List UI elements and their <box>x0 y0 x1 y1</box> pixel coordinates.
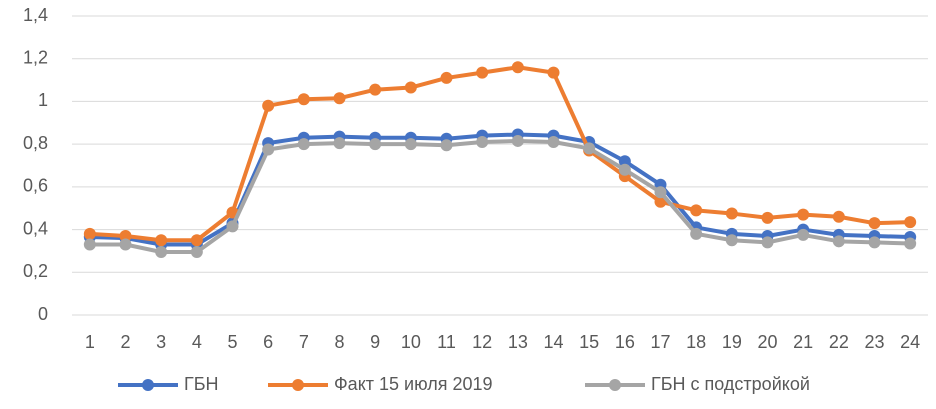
data-point <box>369 138 382 151</box>
data-point <box>369 83 382 96</box>
x-tick-label: 12 <box>472 332 492 352</box>
x-tick-label: 24 <box>900 332 920 352</box>
x-tick-label: 6 <box>263 332 273 352</box>
data-point <box>119 229 132 242</box>
data-point <box>297 93 310 106</box>
data-point <box>904 237 917 250</box>
x-tick-label: 13 <box>508 332 528 352</box>
data-point <box>440 71 453 84</box>
x-tick-label: 7 <box>299 332 309 352</box>
data-point <box>654 195 667 208</box>
data-point <box>404 138 417 151</box>
x-tick-label: 1 <box>85 332 95 352</box>
legend-label: ГБН с подстройкой <box>651 374 810 394</box>
x-tick-label: 11 <box>437 332 456 352</box>
legend-marker <box>609 379 621 391</box>
x-tick-label: 4 <box>192 332 202 352</box>
y-tick-label: 0,2 <box>23 261 48 281</box>
x-tick-label: 20 <box>757 332 777 352</box>
y-tick-label: 1,4 <box>23 5 48 25</box>
x-tick-label: 19 <box>722 332 742 352</box>
data-point <box>476 66 489 79</box>
data-point <box>547 136 560 149</box>
data-point <box>904 216 917 229</box>
data-point <box>226 220 239 233</box>
data-point <box>618 155 631 168</box>
data-point <box>868 217 881 230</box>
data-point <box>511 61 524 74</box>
y-tick-label: 0,8 <box>23 133 48 153</box>
series-line <box>89 65 911 243</box>
data-point <box>155 245 168 258</box>
data-point <box>690 227 703 240</box>
x-tick-label: 2 <box>120 332 130 352</box>
data-point <box>333 92 346 105</box>
x-tick-label: 14 <box>543 332 563 352</box>
x-tick-label: 3 <box>156 332 166 352</box>
x-tick-label: 10 <box>401 332 421 352</box>
data-point <box>725 234 738 247</box>
data-point <box>797 228 810 241</box>
data-point <box>832 235 845 248</box>
data-point <box>761 211 774 224</box>
data-point <box>262 143 275 156</box>
data-point <box>262 99 275 112</box>
x-tick-label: 17 <box>650 332 670 352</box>
data-point <box>297 138 310 151</box>
y-tick-label: 1 <box>38 90 48 110</box>
data-point <box>583 142 596 155</box>
data-point <box>155 234 168 247</box>
x-tick-label: 8 <box>334 332 344 352</box>
data-point <box>83 227 96 240</box>
data-point <box>190 245 203 258</box>
x-tick-label: 18 <box>686 332 706 352</box>
data-point <box>83 238 96 251</box>
y-tick-label: 1,2 <box>23 47 48 67</box>
legend-label: ГБН <box>184 374 219 394</box>
x-tick-label: 23 <box>864 332 884 352</box>
series-line <box>89 138 911 254</box>
y-tick-label: 0,6 <box>23 176 48 196</box>
data-point <box>725 207 738 220</box>
data-point <box>761 236 774 249</box>
legend-marker <box>142 379 154 391</box>
data-point <box>440 139 453 152</box>
data-point <box>618 163 631 176</box>
x-tick-label: 21 <box>793 332 813 352</box>
y-tick-label: 0,4 <box>23 218 48 238</box>
x-tick-label: 5 <box>227 332 237 352</box>
data-point <box>333 137 346 150</box>
x-tick-label: 22 <box>829 332 849 352</box>
legend-label: Факт 15 июля 2019 <box>334 374 493 394</box>
x-tick-label: 16 <box>615 332 635 352</box>
data-point <box>476 136 489 149</box>
data-point <box>119 238 132 251</box>
y-tick-label: 0 <box>38 304 48 324</box>
data-point <box>654 186 667 199</box>
legend-marker <box>292 379 304 391</box>
data-point <box>797 208 810 221</box>
data-point <box>868 236 881 249</box>
x-tick-label: 15 <box>579 332 599 352</box>
data-point <box>690 204 703 217</box>
data-point <box>190 234 203 247</box>
x-tick-label: 9 <box>370 332 380 352</box>
data-point <box>547 66 560 79</box>
data-point <box>511 134 524 147</box>
data-point <box>832 210 845 223</box>
data-point <box>404 81 417 94</box>
